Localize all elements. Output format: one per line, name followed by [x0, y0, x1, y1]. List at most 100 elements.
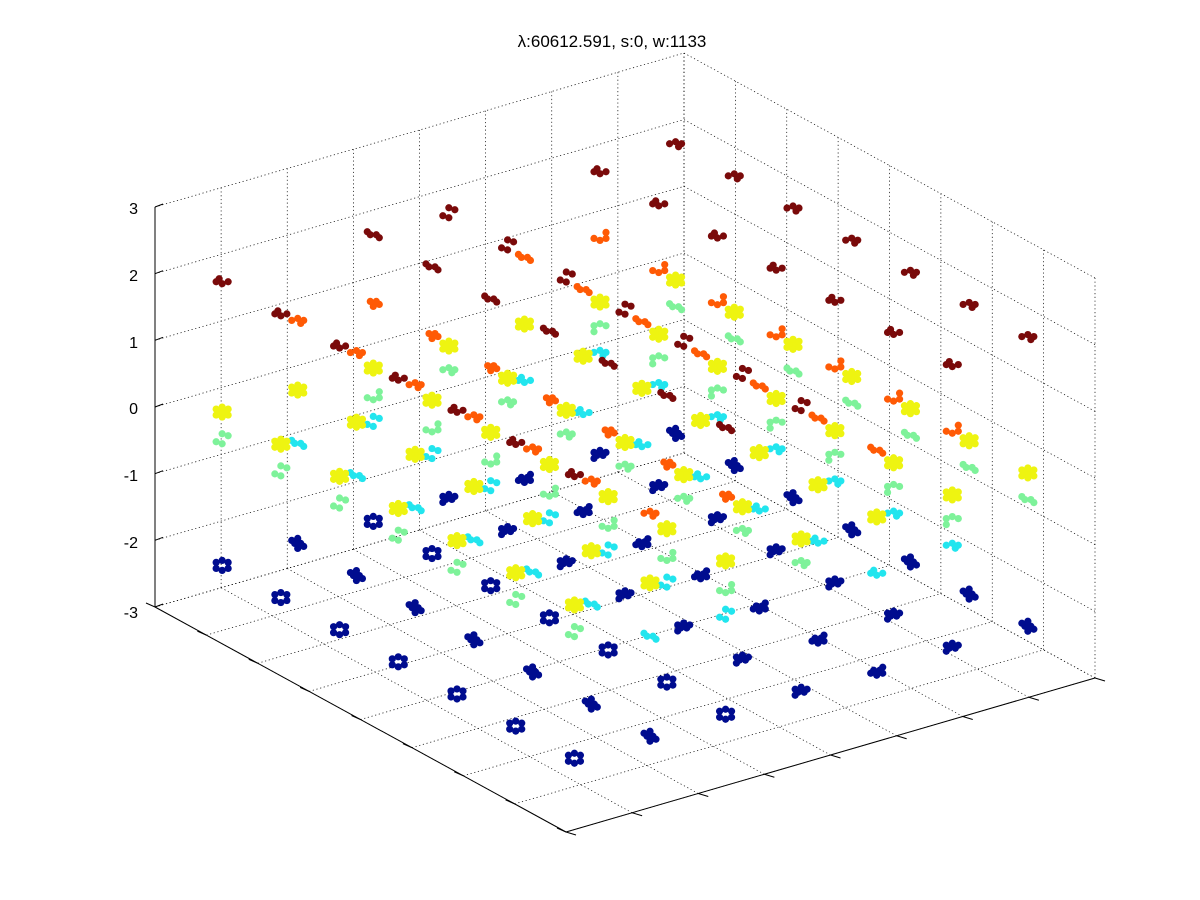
data-point — [876, 446, 884, 454]
data-point — [808, 411, 816, 419]
data-point — [567, 467, 576, 476]
data-point — [968, 463, 976, 472]
data-point — [531, 568, 540, 576]
data-point — [854, 375, 862, 384]
data-point — [803, 398, 811, 407]
data-point — [948, 512, 956, 521]
data-point — [607, 426, 615, 434]
data-point — [721, 588, 730, 597]
data-point — [657, 675, 665, 683]
data-point — [358, 421, 367, 429]
data-point — [439, 492, 447, 501]
data-point — [581, 544, 589, 552]
data-point — [593, 550, 601, 558]
data-point — [942, 647, 950, 655]
data-point — [564, 598, 573, 606]
data-point — [690, 413, 699, 422]
data-point — [954, 514, 962, 523]
data-point — [528, 520, 537, 528]
data-point — [761, 446, 769, 454]
data-point — [509, 238, 518, 246]
x-tick — [145, 602, 156, 608]
data-point — [366, 297, 374, 306]
data-point — [1024, 330, 1032, 339]
data-point — [632, 315, 640, 323]
z-tick — [154, 336, 164, 341]
data-point — [481, 585, 489, 593]
data-point — [562, 278, 570, 286]
data-point — [758, 382, 766, 390]
data-point — [671, 281, 680, 289]
data-point — [733, 335, 741, 343]
z-tick-labels: 3 2 1 0 -1 -2 -3 — [124, 201, 138, 622]
data-point — [576, 470, 585, 479]
data-point — [598, 490, 606, 498]
data-point — [867, 510, 875, 518]
data-point — [842, 369, 850, 378]
data-point — [749, 446, 757, 454]
data-point — [329, 623, 338, 631]
data-point — [473, 536, 481, 544]
data-point — [534, 512, 543, 520]
data-point — [224, 558, 232, 567]
data-point — [724, 311, 732, 319]
data-point — [388, 501, 396, 510]
data-point — [372, 231, 380, 239]
data-point — [942, 488, 950, 496]
data-point — [212, 405, 220, 413]
data-point — [434, 393, 442, 401]
data-point — [791, 404, 799, 413]
data-point — [528, 510, 537, 518]
data-point — [661, 200, 669, 208]
data-point — [445, 214, 453, 222]
data-point — [811, 534, 819, 542]
data-point — [803, 685, 811, 693]
data-point — [414, 504, 422, 512]
data-point — [300, 389, 308, 397]
data-point — [445, 364, 453, 372]
data-point — [895, 609, 904, 617]
z-tick-label: -1 — [124, 468, 138, 485]
data-point — [1030, 472, 1038, 480]
data-point — [332, 339, 341, 347]
data-point — [889, 397, 898, 405]
data-point — [772, 416, 780, 424]
data-point — [400, 661, 408, 669]
data-point — [542, 394, 551, 402]
data-point — [889, 607, 898, 615]
data-point — [1018, 466, 1026, 474]
data-point — [778, 445, 786, 453]
data-point — [573, 282, 581, 291]
data-point — [579, 347, 587, 355]
data-point — [707, 299, 716, 307]
data-point — [870, 566, 878, 574]
data-point — [657, 388, 665, 397]
data-point — [948, 639, 956, 647]
data-point — [346, 415, 355, 423]
data-point — [539, 617, 548, 625]
data-point — [405, 601, 413, 609]
data-point — [797, 556, 805, 565]
data-point — [451, 366, 459, 374]
data-point — [900, 555, 909, 563]
data-point — [451, 206, 459, 214]
data-point — [352, 423, 361, 431]
data-point — [646, 727, 654, 735]
data-point — [954, 541, 962, 549]
data-point — [459, 560, 467, 568]
data-point — [671, 138, 680, 146]
data-point — [500, 374, 509, 382]
data-point — [271, 470, 279, 478]
data-point — [690, 347, 699, 355]
data-point — [528, 663, 537, 671]
data-point — [607, 359, 615, 367]
data-point — [534, 445, 543, 453]
data-point — [1030, 332, 1038, 341]
data-point — [954, 427, 962, 435]
data-point — [503, 236, 512, 244]
data-point — [570, 622, 579, 631]
data-point — [842, 236, 850, 244]
data-point — [601, 426, 609, 434]
data-point — [604, 488, 612, 496]
data-point — [218, 566, 226, 575]
